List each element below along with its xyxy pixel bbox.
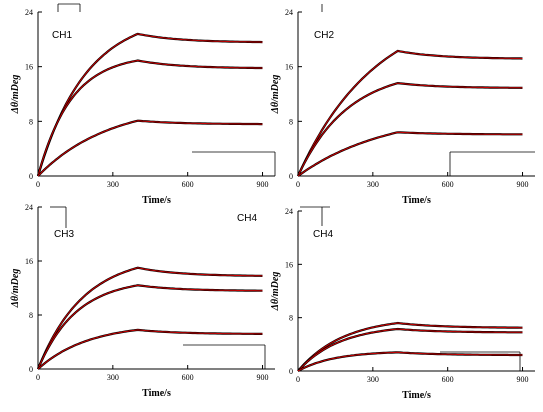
x-axis-title: Time/s <box>402 390 431 401</box>
y-tick-label: 16 <box>285 260 293 269</box>
x-tick-label: 0 <box>296 375 300 384</box>
floating-panel-label: CH4 <box>237 213 258 224</box>
y-tick-label: 16 <box>285 63 293 72</box>
fitted-curve-3 <box>37 329 263 370</box>
x-axis-title: Time/s <box>142 388 171 399</box>
chart-panel-4: 0 8 16 24 0 300 600 900 Time/s Δθ/mDeg CH4 <box>270 206 535 401</box>
fitted-curve-1 <box>297 50 523 177</box>
y-tick-label: 24 <box>285 8 293 17</box>
y-tick-label: 24 <box>285 207 293 216</box>
y-tick-label: 8 <box>29 117 33 126</box>
fitted-curve-2 <box>297 328 523 372</box>
x-tick-label: 0 <box>296 180 300 189</box>
fitted-curve-1 <box>37 33 263 177</box>
y-tick-label: 8 <box>289 117 293 126</box>
measured-curve-1 <box>36 32 263 177</box>
x-tick-label: 300 <box>367 375 379 384</box>
x-tick-label: 900 <box>517 375 529 384</box>
panel-label: CH1 <box>52 30 72 41</box>
fitted-curve-2 <box>37 59 263 177</box>
x-axis-title: Time/s <box>142 195 171 206</box>
x-tick-label: 300 <box>107 373 119 382</box>
fitted-curve-1 <box>37 267 263 370</box>
fitted-curve-3 <box>297 351 523 372</box>
measured-curve-2 <box>297 327 523 372</box>
measured-curve-1 <box>36 266 263 370</box>
y-tick-label: 0 <box>289 172 293 181</box>
measured-curve-2 <box>36 284 263 370</box>
x-tick-label: 600 <box>442 375 454 384</box>
y-tick-label: 8 <box>29 311 33 320</box>
y-tick-label: 16 <box>25 257 33 266</box>
y-tick-label: 24 <box>25 203 33 212</box>
y-tick-label: 0 <box>29 172 33 181</box>
x-tick-label: 900 <box>517 180 529 189</box>
panel-label: CH3 <box>54 229 74 240</box>
panel-label: CH2 <box>314 30 334 41</box>
y-tick-label: 16 <box>25 63 33 72</box>
measured-curve-3 <box>37 328 263 370</box>
x-tick-label: 300 <box>367 180 379 189</box>
x-tick-label: 0 <box>36 373 40 382</box>
y-tick-label: 8 <box>289 314 293 323</box>
x-tick-label: 900 <box>257 373 269 382</box>
chart-panel-3: 0 8 16 24 0 300 600 900 Time/s Δθ/mDeg CH3 <box>10 203 275 399</box>
chart-panel-1: 0 8 16 24 0 300 600 900 Time/s Δθ/mDeg CH1 <box>10 3 276 206</box>
measured-curve-1 <box>296 49 523 177</box>
y-axis-title: Δθ/mDeg <box>10 269 21 309</box>
x-tick-label: 600 <box>182 373 194 382</box>
x-tick-label: 600 <box>182 180 194 189</box>
measured-curve-3 <box>297 131 523 177</box>
fitted-curve-3 <box>297 131 523 177</box>
x-axis-title: Time/s <box>402 195 431 206</box>
x-tick-label: 300 <box>107 180 119 189</box>
panel-label: CH4 <box>313 229 333 240</box>
y-axis-title: Δθ/mDeg <box>10 75 21 115</box>
x-tick-label: 900 <box>257 180 269 189</box>
chart-panel-2: 0 8 16 24 0 300 600 900 Time/s Δθ/mDeg CH2 <box>270 4 535 206</box>
x-tick-label: 0 <box>36 180 40 189</box>
y-tick-label: 24 <box>25 8 33 17</box>
fitted-curve-2 <box>37 284 263 370</box>
fitted-curve-1 <box>297 322 523 372</box>
measured-curve-2 <box>297 81 523 177</box>
y-tick-label: 0 <box>29 365 33 374</box>
y-axis-title: Δθ/mDeg <box>270 272 281 312</box>
fitted-curve-2 <box>297 82 523 177</box>
y-axis-title: Δθ/mDeg <box>270 75 281 115</box>
y-tick-label: 0 <box>289 367 293 376</box>
measured-curve-2 <box>36 59 263 177</box>
x-tick-label: 600 <box>442 180 454 189</box>
fitted-curve-3 <box>37 120 263 177</box>
